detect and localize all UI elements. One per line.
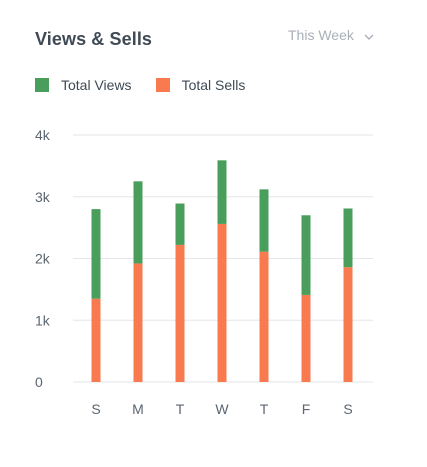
- bar-views[interactable]: [343, 208, 353, 268]
- legend-swatch-views: [35, 78, 49, 92]
- x-tick-label: T: [260, 401, 269, 417]
- y-tick-label: 4k: [35, 127, 51, 143]
- legend-label-sells: Total Sells: [181, 77, 246, 93]
- x-tick-label: T: [176, 401, 185, 417]
- range-dropdown-label: This Week: [288, 27, 354, 43]
- bar-sells[interactable]: [343, 267, 353, 382]
- bar-sells[interactable]: [175, 244, 185, 382]
- bar-views[interactable]: [133, 181, 143, 264]
- x-tick-label: W: [215, 401, 229, 417]
- chart-title: Views & Sells: [35, 29, 153, 49]
- y-tick-label: 1k: [35, 312, 51, 328]
- bar-views[interactable]: [217, 160, 227, 224]
- x-tick-label: S: [91, 401, 100, 417]
- legend-item-views[interactable]: Total Views: [35, 77, 132, 93]
- bar-views[interactable]: [259, 189, 269, 252]
- bar-sells[interactable]: [133, 263, 143, 382]
- legend-label-views: Total Views: [61, 77, 132, 93]
- range-dropdown[interactable]: This Week: [288, 27, 374, 44]
- x-tick-label: M: [132, 401, 144, 417]
- bar-sells[interactable]: [301, 294, 311, 382]
- y-tick-label: 2k: [35, 251, 51, 267]
- x-tick-label: F: [302, 401, 311, 417]
- bar-views[interactable]: [91, 209, 101, 299]
- bar-sells[interactable]: [259, 251, 269, 382]
- bar-views[interactable]: [301, 215, 311, 295]
- y-tick-label: 3k: [35, 189, 51, 205]
- chart-legend: Total Views Total Sells: [35, 76, 269, 94]
- y-tick-label: 0: [35, 374, 43, 390]
- chevron-down-icon: [364, 28, 374, 44]
- legend-item-sells[interactable]: Total Sells: [155, 77, 246, 93]
- bar-sells[interactable]: [91, 298, 101, 382]
- bar-views[interactable]: [175, 203, 185, 245]
- x-tick-label: S: [343, 401, 352, 417]
- bar-sells[interactable]: [217, 223, 227, 382]
- legend-swatch-sells: [155, 78, 170, 92]
